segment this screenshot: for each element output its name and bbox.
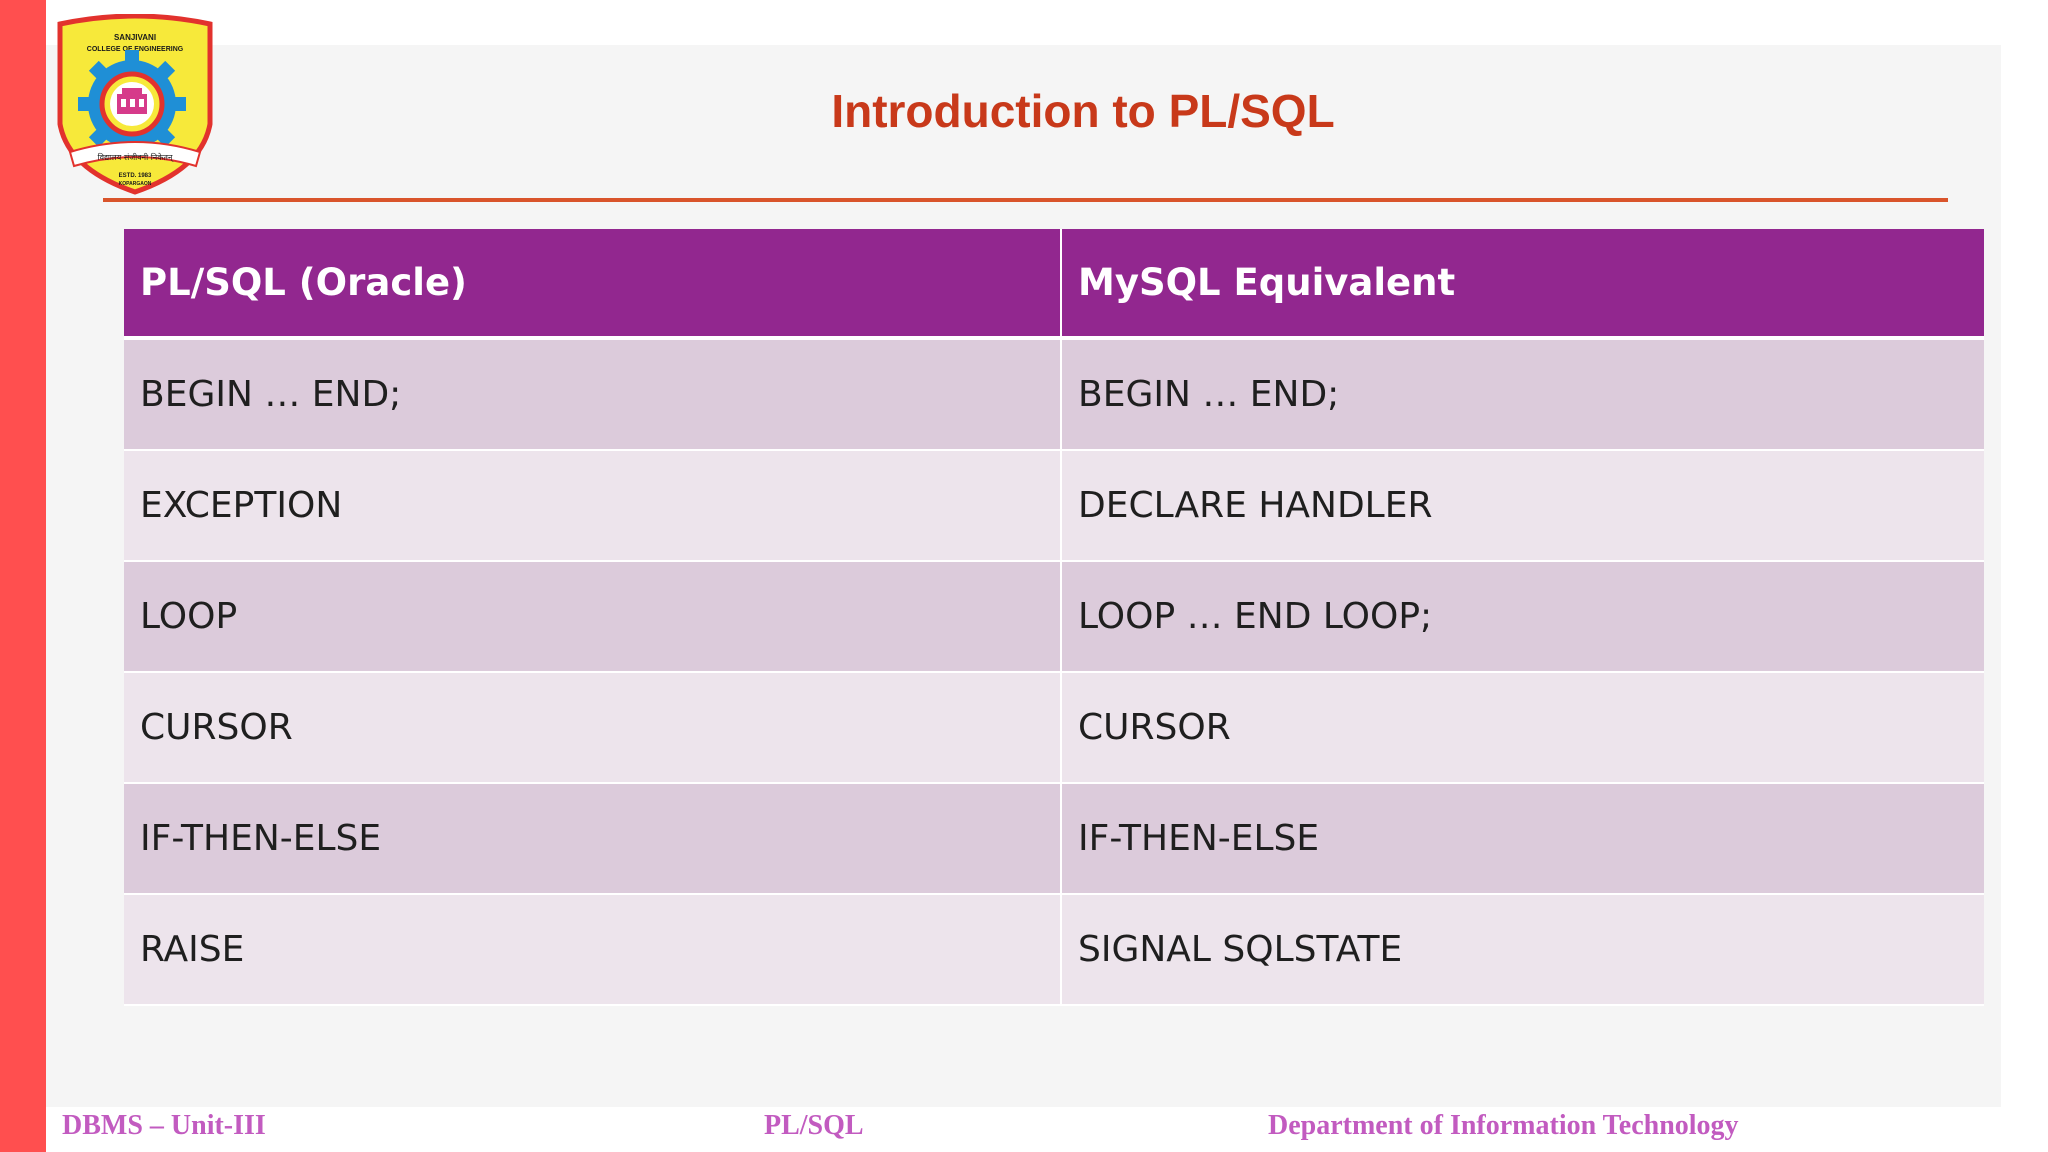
table-cell: RAISE (124, 894, 1062, 1006)
left-accent-bar (0, 0, 46, 1152)
table-row: RAISE SIGNAL SQLSTATE (124, 894, 1984, 1006)
table-cell: BEGIN … END; (124, 338, 1062, 451)
comparison-table: PL/SQL (Oracle) MySQL Equivalent BEGIN …… (124, 229, 1984, 1006)
slide-title: Introduction to PL/SQL (831, 85, 1335, 137)
table-cell: SIGNAL SQLSTATE (1061, 894, 1984, 1006)
college-crest-icon: SANJIVANI COLLEGE OF ENGINEERING विद्याल… (57, 14, 213, 195)
table-cell: IF-THEN-ELSE (1061, 783, 1984, 895)
table-cell: CURSOR (124, 672, 1062, 784)
svg-text:SANJIVANI: SANJIVANI (114, 33, 156, 42)
table-row: BEGIN … END; BEGIN … END; (124, 338, 1984, 451)
svg-text:ESTD. 1983: ESTD. 1983 (119, 173, 152, 179)
footer-department: Department of Information Technology (1268, 1110, 1739, 1141)
table-row: IF-THEN-ELSE IF-THEN-ELSE (124, 783, 1984, 895)
svg-text:KOPARGAON: KOPARGAON (119, 181, 152, 187)
title-divider (103, 198, 1948, 202)
table-cell: BEGIN … END; (1061, 338, 1984, 451)
table-header-row: PL/SQL (Oracle) MySQL Equivalent (124, 229, 1984, 340)
svg-text:विद्यालय संजीवनी निकेतन्: विद्यालय संजीवनी निकेतन् (98, 152, 175, 163)
svg-text:COLLEGE OF ENGINEERING: COLLEGE OF ENGINEERING (87, 46, 184, 53)
table-cell: IF-THEN-ELSE (124, 783, 1062, 895)
table-cell: LOOP … END LOOP; (1061, 561, 1984, 673)
table-cell: EXCEPTION (124, 450, 1062, 562)
table-row: LOOP LOOP … END LOOP; (124, 561, 1984, 673)
footer-topic: PL/SQL (764, 1110, 864, 1141)
table-cell: DECLARE HANDLER (1061, 450, 1984, 562)
table-cell: LOOP (124, 561, 1062, 673)
column-header-mysql: MySQL Equivalent (1061, 229, 1984, 340)
table-cell: CURSOR (1061, 672, 1984, 784)
column-header-plsql: PL/SQL (Oracle) (124, 229, 1062, 340)
footer-course: DBMS – Unit-III (62, 1110, 266, 1141)
table-row: CURSOR CURSOR (124, 672, 1984, 784)
table-row: EXCEPTION DECLARE HANDLER (124, 450, 1984, 562)
